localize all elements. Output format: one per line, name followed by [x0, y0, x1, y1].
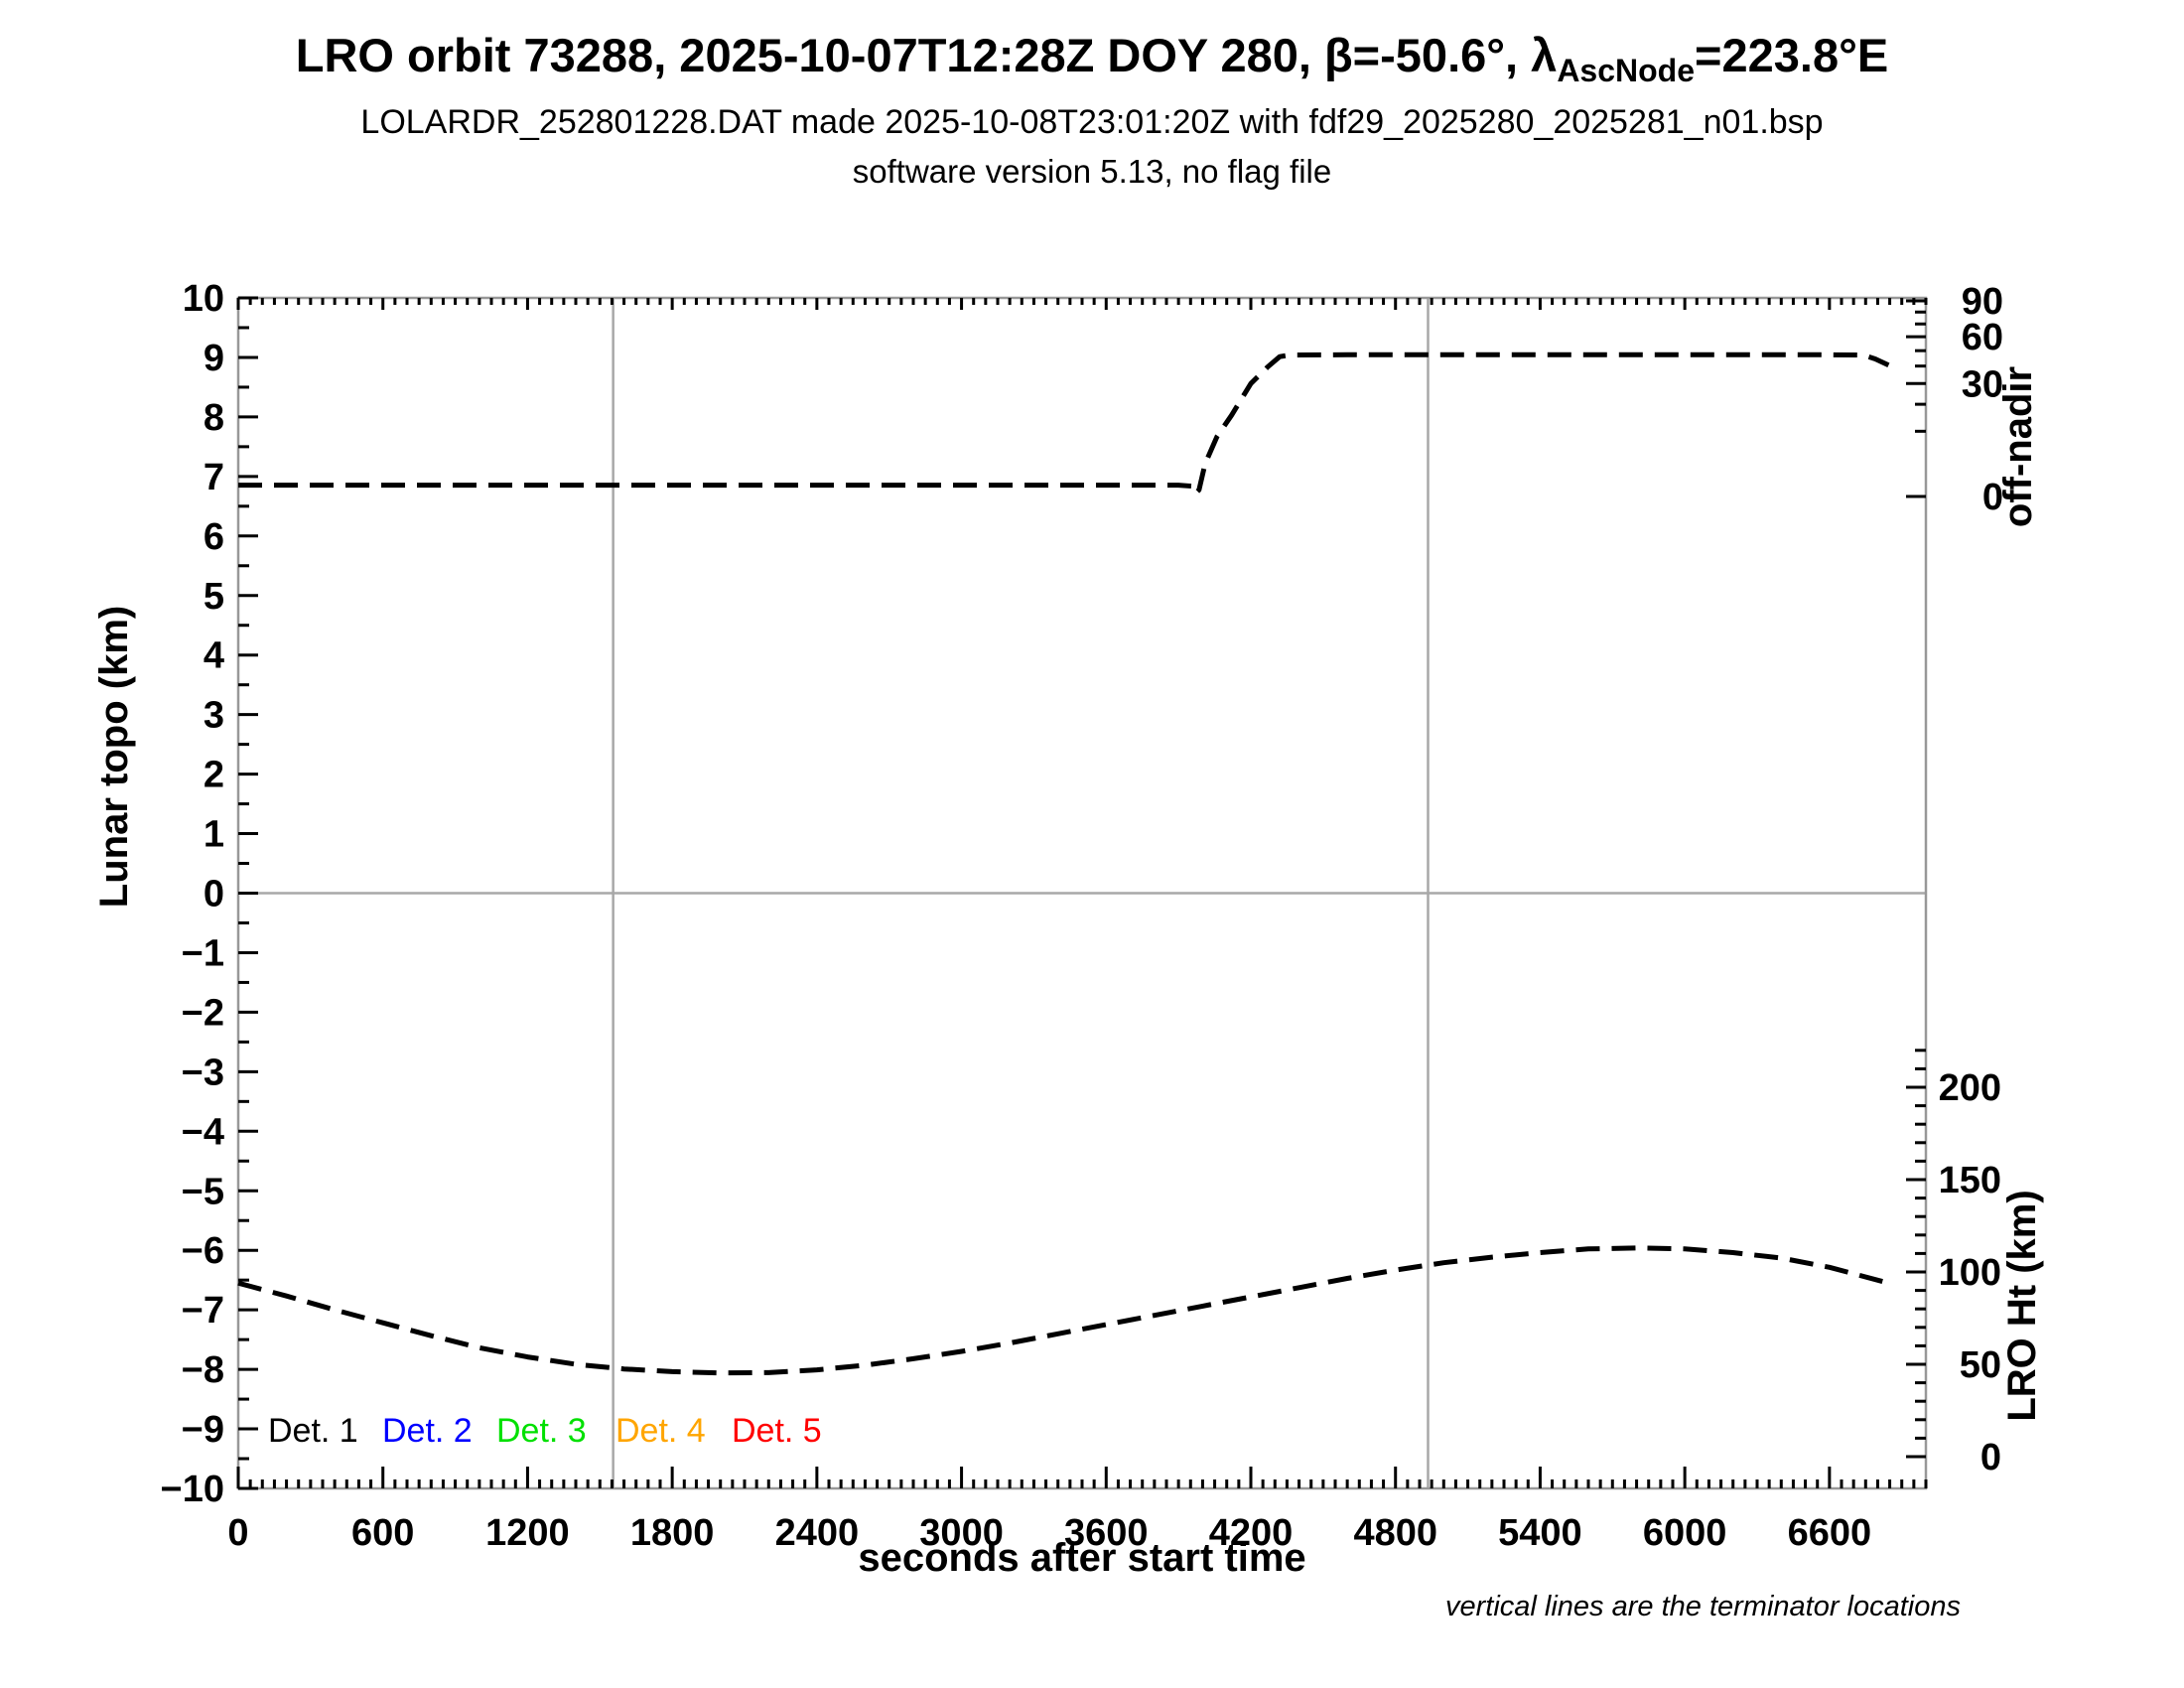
y-axis-title-left: Lunar topo (km) — [92, 606, 136, 908]
y-left-tick-label: 9 — [204, 338, 224, 379]
legend-item-det1: Det. 1 — [268, 1412, 358, 1450]
x-tick-label: 4200 — [1209, 1512, 1294, 1554]
y-left-tick-label: −7 — [182, 1290, 224, 1332]
title-subscript: AscNode — [1557, 53, 1696, 88]
x-tick-label: 3600 — [1064, 1512, 1149, 1554]
y-left-tick-label: 2 — [204, 755, 224, 796]
y-left-tick-label: 5 — [204, 576, 224, 618]
y-left-tick-label: −2 — [182, 992, 224, 1034]
off-nadir-curve — [238, 352, 1890, 496]
y-left-tick-label: −4 — [182, 1111, 224, 1153]
x-tick-label: 3000 — [919, 1512, 1004, 1554]
x-tick-label: 600 — [351, 1512, 414, 1554]
title-prefix: LRO orbit 73288, 2025-10-07T12:28Z DOY 2… — [295, 29, 1558, 81]
legend-item-det4: Det. 4 — [615, 1412, 706, 1450]
offnadir-tick-label: 0 — [1982, 477, 2003, 518]
lro-ht-tick-label: 150 — [1939, 1160, 2001, 1201]
x-tick-label: 1200 — [485, 1512, 570, 1554]
legend-item-det3: Det. 3 — [496, 1412, 587, 1450]
x-tick-label: 4800 — [1353, 1512, 1437, 1554]
lro-ht-tick-label: 0 — [1980, 1437, 2001, 1478]
legend-item-det2: Det. 2 — [382, 1412, 473, 1450]
y-left-tick-label: 10 — [183, 278, 224, 320]
offnadir-tick-label: 30 — [1962, 363, 2003, 405]
y-left-tick-label: −1 — [182, 932, 224, 974]
y-left-tick-label: −5 — [182, 1171, 224, 1212]
y-left-tick-label: −10 — [161, 1469, 224, 1510]
lro-ht-tick-label: 200 — [1939, 1067, 2001, 1109]
y-left-tick-label: −3 — [182, 1052, 224, 1093]
x-tick-label: 2400 — [775, 1512, 860, 1554]
title-suffix: =223.8°E — [1695, 29, 1889, 81]
lro-ht-tick-label: 50 — [1960, 1344, 2001, 1386]
y-left-tick-label: 4 — [204, 635, 224, 677]
y-left-tick-label: 3 — [204, 695, 224, 737]
y-axis-title-offnadir: off-nadir — [1996, 366, 2040, 527]
y-left-tick-label: −9 — [182, 1409, 224, 1451]
x-tick-label: 1800 — [630, 1512, 715, 1554]
x-tick-label: 5400 — [1498, 1512, 1582, 1554]
x-tick-label: 0 — [227, 1512, 248, 1554]
legend-item-det5: Det. 5 — [732, 1412, 822, 1450]
y-left-tick-label: 0 — [204, 874, 224, 915]
y-left-tick-label: −6 — [182, 1230, 224, 1272]
x-tick-label: 6000 — [1643, 1512, 1727, 1554]
y-left-tick-label: 1 — [204, 814, 224, 856]
x-axis-title: seconds after start time — [858, 1536, 1305, 1580]
offnadir-tick-label: 60 — [1962, 317, 2003, 358]
y-left-tick-label: 8 — [204, 397, 224, 439]
plot-dynamic-layer: 0 600 1200 1800 2400 3000 3600 4200 4800 5400 6000… — [161, 278, 2003, 1554]
y-left-tick-label: −8 — [182, 1349, 224, 1391]
y-left-tick-label: 7 — [204, 457, 224, 498]
lro-height-curve — [237, 1245, 1890, 1376]
subtitle-software-version: software version 5.13, no flag file — [852, 153, 1332, 190]
offnadir-tick-label: 90 — [1962, 281, 2003, 323]
subtitle-file-info: LOLARDR_252801228.DAT made 2025-10-08T23… — [360, 103, 1824, 141]
y-axis-title-lro-height: LRO Ht (km) — [2000, 1190, 2044, 1421]
x-tick-label: 6600 — [1788, 1512, 1872, 1554]
terminator-footnote: vertical lines are the terminator locati… — [1445, 1591, 1961, 1622]
page-title: LRO orbit 73288, 2025-10-07T12:28Z DOY 2… — [0, 28, 2184, 89]
y-left-tick-label: 6 — [204, 516, 224, 558]
lro-ht-tick-label: 100 — [1939, 1252, 2001, 1294]
